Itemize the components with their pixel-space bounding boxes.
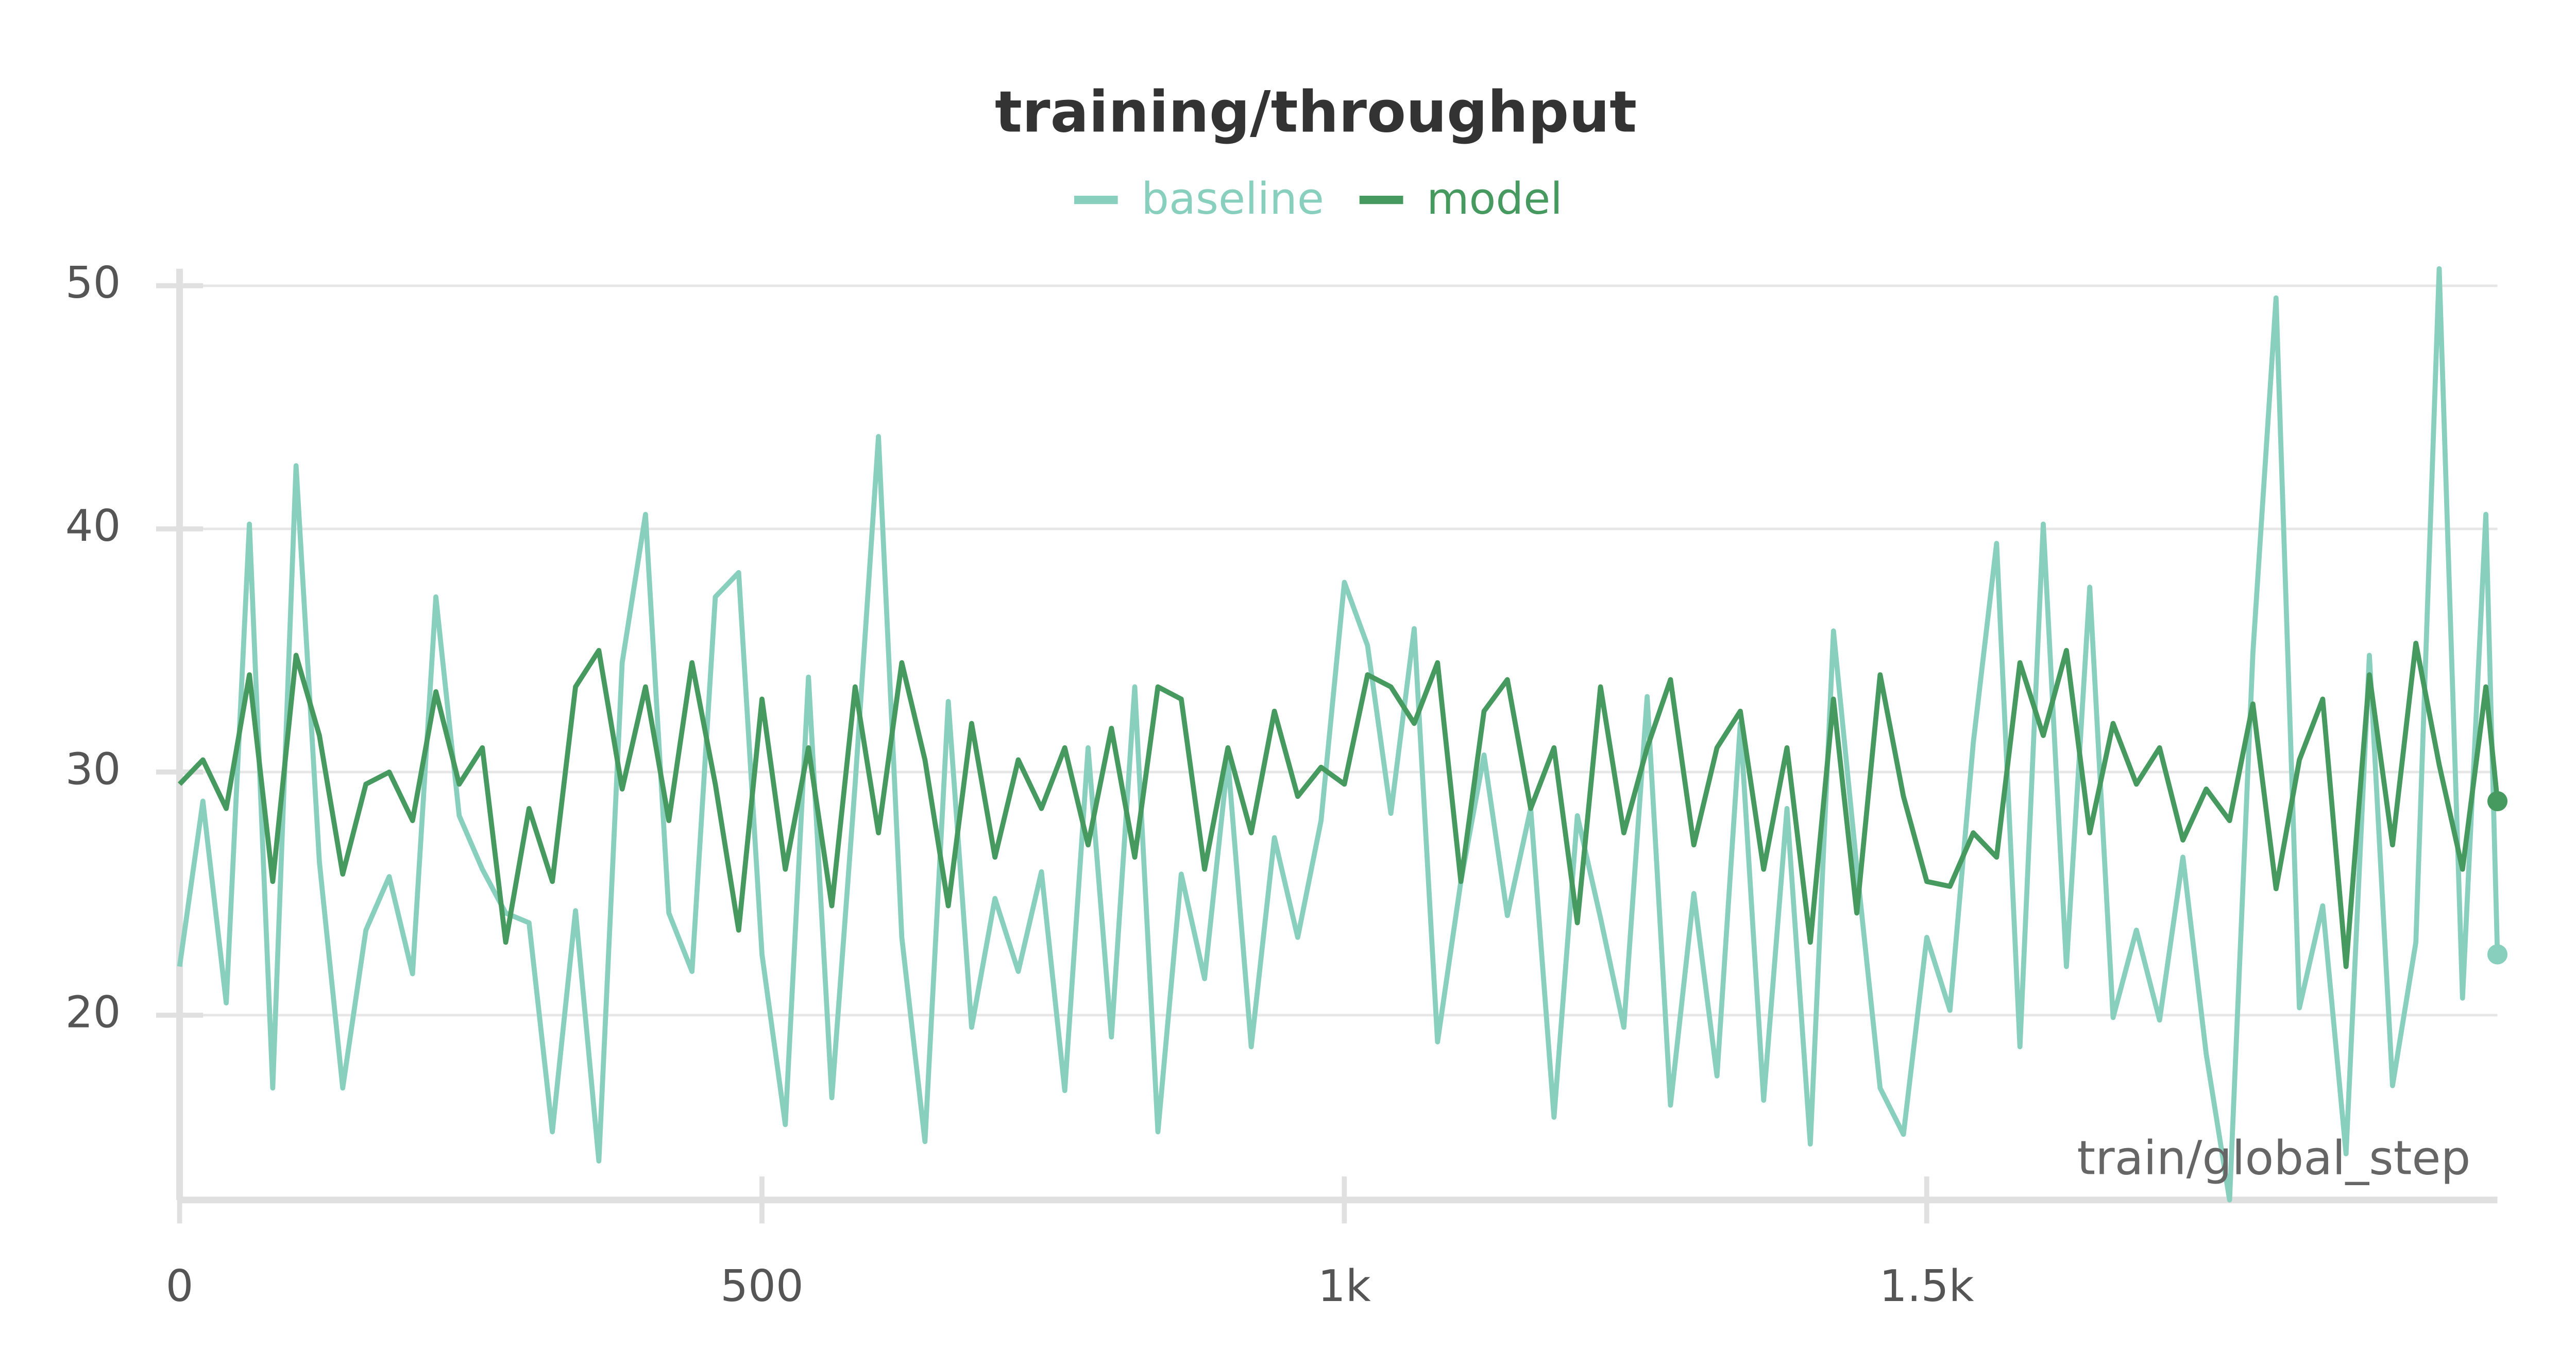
x-axis-label: train/global_step bbox=[2077, 1131, 2470, 1186]
y-tick-label: 20 bbox=[65, 986, 121, 1037]
y-tick-label: 50 bbox=[65, 257, 121, 308]
x-tick-label: 500 bbox=[720, 1260, 804, 1311]
end-point bbox=[2487, 944, 2508, 965]
chart-title: training/throughput bbox=[995, 79, 1637, 146]
series-line bbox=[178, 640, 2500, 969]
end-point bbox=[2487, 791, 2508, 812]
x-tick-label: 0 bbox=[166, 1260, 194, 1311]
plot-area bbox=[177, 266, 2508, 1203]
legend-label: model bbox=[1427, 173, 1563, 224]
legend-label: baseline bbox=[1141, 173, 1324, 224]
x-tick-label: 1k bbox=[1318, 1260, 1371, 1311]
series-line bbox=[177, 266, 2500, 1203]
y-tick-label: 30 bbox=[65, 743, 121, 794]
legend: baseline model bbox=[1074, 173, 1563, 224]
x-tick-label: 1.5k bbox=[1879, 1260, 1974, 1311]
y-tick-label: 40 bbox=[65, 500, 121, 551]
